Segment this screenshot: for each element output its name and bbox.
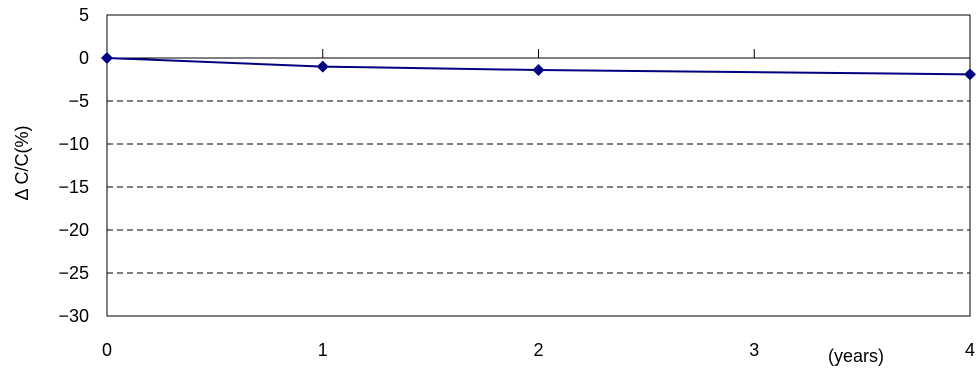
data-point-marker	[316, 60, 329, 73]
data-point-marker	[101, 52, 113, 64]
x-tick-label: 0	[102, 340, 112, 360]
y-tick-label: 5	[79, 5, 89, 25]
y-tick-label: −15	[58, 177, 89, 197]
series-line	[106, 57, 971, 76]
data-point-marker	[532, 64, 545, 77]
y-tick-label: −30	[58, 306, 89, 326]
y-tick-label: 0	[79, 48, 89, 68]
y-tick-label: −10	[58, 134, 89, 154]
series-layer	[101, 52, 976, 81]
y-tick-label: −20	[58, 220, 89, 240]
x-tick-label: 1	[318, 340, 328, 360]
plot-area-border	[106, 14, 971, 317]
x-tick-label: 4	[965, 340, 975, 360]
y-tick-labels: 5 0 −5 −10 −15 −20 −25 −30	[58, 5, 89, 326]
y-axis-title: Δ C/C(%)	[12, 125, 32, 200]
x-axis-title: (years)	[828, 346, 884, 366]
x-tick-labels: 0 1 2 3 4	[102, 340, 975, 360]
x-tick-marks	[322, 49, 755, 58]
gridlines	[107, 57, 970, 274]
y-tick-label: −5	[68, 91, 89, 111]
x-tick-label: 2	[533, 340, 543, 360]
data-point-marker	[964, 68, 976, 81]
x-tick-label: 3	[749, 340, 759, 360]
y-tick-label: −25	[58, 263, 89, 283]
